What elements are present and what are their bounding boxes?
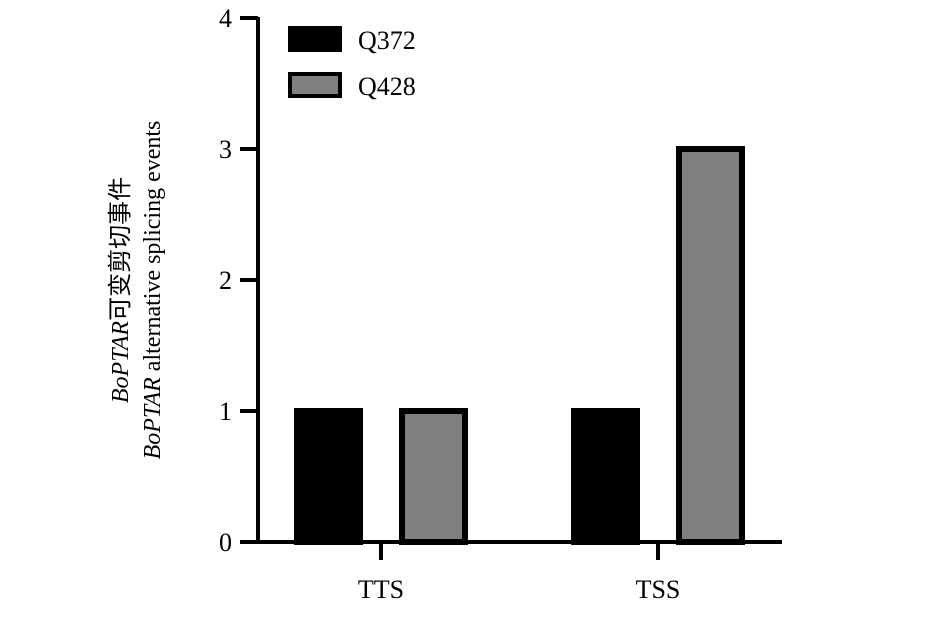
x-axis: TTS TSS [256, 540, 782, 604]
legend-label-q372: Q372 [358, 26, 416, 55]
bar-q428-tss [676, 146, 745, 545]
y-axis-title-line-1: BoPTAR可变剪切事件 [107, 177, 134, 403]
x-tick-label-tss: TSS [636, 575, 681, 604]
legend-swatch-q372 [288, 26, 342, 52]
x-tick-label-tts: TTS [358, 575, 404, 604]
bars [294, 146, 745, 545]
y-axis: 0 1 2 3 4 [219, 4, 260, 557]
y-axis-title-line-2: BoPTAR alternative splicing events [140, 121, 166, 460]
y-axis-title: BoPTAR可变剪切事件 BoPTAR alternative splicing… [107, 121, 166, 460]
bar-q372-tts [294, 408, 363, 545]
y-tick-label: 1 [219, 397, 232, 426]
y-tick-label: 3 [219, 135, 232, 164]
y-tick-label: 0 [219, 528, 232, 557]
bar-q372-tss [571, 408, 640, 545]
legend-label-q428: Q428 [358, 72, 416, 101]
legend: Q372 Q428 [288, 26, 416, 101]
x-ticks: TTS TSS [358, 542, 681, 604]
legend-swatch-q428 [288, 72, 342, 98]
y-tick-label: 2 [219, 266, 232, 295]
bar-q428-tts [399, 408, 468, 545]
y-tick-label: 4 [219, 4, 232, 33]
y-ticks: 0 1 2 3 4 [219, 4, 258, 557]
